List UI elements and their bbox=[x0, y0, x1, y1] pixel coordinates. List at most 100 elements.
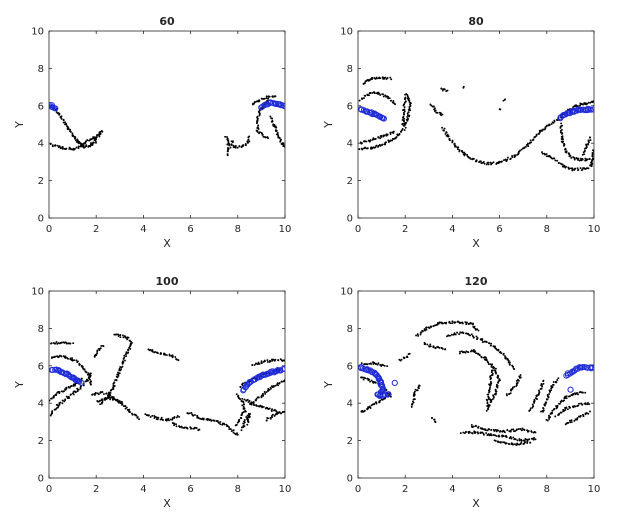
particle-point bbox=[499, 108, 502, 111]
particle-point bbox=[374, 137, 377, 140]
particle-point bbox=[69, 147, 72, 150]
particle-point bbox=[271, 358, 274, 361]
particle-point bbox=[518, 375, 521, 378]
particle-point bbox=[98, 348, 101, 350]
particle-traces bbox=[360, 320, 591, 446]
particle-point bbox=[260, 394, 263, 397]
particle-point bbox=[517, 152, 520, 155]
particle-point bbox=[567, 421, 570, 424]
particle-point bbox=[383, 134, 386, 137]
particle-point bbox=[406, 116, 409, 118]
particle-point bbox=[403, 110, 406, 113]
particle-point bbox=[89, 378, 91, 381]
particle-point bbox=[546, 394, 549, 396]
particle-point bbox=[403, 111, 405, 114]
particle-point bbox=[69, 128, 72, 131]
y-tick-label: 6 bbox=[38, 101, 44, 112]
particle-point bbox=[104, 396, 107, 399]
particle-point bbox=[577, 169, 580, 171]
particle-point bbox=[559, 131, 562, 134]
particle-point bbox=[386, 77, 389, 79]
particle-point bbox=[583, 147, 586, 150]
particle-point bbox=[273, 409, 275, 412]
particle-point bbox=[366, 363, 369, 366]
particle-point bbox=[584, 167, 586, 170]
particle-point bbox=[238, 145, 241, 147]
particle-point bbox=[61, 341, 63, 344]
particle-point bbox=[277, 411, 280, 414]
particle-point bbox=[516, 378, 519, 381]
particle-point bbox=[94, 353, 97, 356]
particle-point bbox=[95, 141, 97, 144]
particle-point bbox=[466, 154, 469, 156]
tracer-point bbox=[588, 365, 594, 372]
particle-point bbox=[535, 133, 538, 136]
particle-point bbox=[109, 398, 112, 401]
particle-point bbox=[549, 155, 552, 158]
particle-point bbox=[123, 356, 126, 359]
tracer-point bbox=[380, 115, 387, 122]
particle-point bbox=[419, 331, 422, 334]
particle-point bbox=[422, 330, 424, 333]
particle-point bbox=[458, 321, 461, 324]
particle-point bbox=[274, 95, 277, 98]
particle-point bbox=[369, 139, 372, 142]
y-tick-label: 4 bbox=[347, 139, 353, 150]
particle-point bbox=[99, 347, 102, 350]
particle-point bbox=[494, 428, 497, 431]
x-tick-label: 6 bbox=[187, 224, 193, 235]
particle-point bbox=[552, 381, 555, 383]
particle-point bbox=[57, 405, 60, 408]
particle-point bbox=[63, 390, 65, 393]
tracer-point bbox=[377, 392, 384, 399]
particle-point bbox=[577, 393, 579, 396]
particle-point bbox=[380, 136, 383, 138]
particle-point bbox=[262, 394, 265, 397]
particle-point bbox=[579, 102, 582, 105]
particle-point bbox=[518, 443, 521, 446]
particle-point bbox=[561, 165, 564, 168]
particle-point bbox=[253, 363, 256, 366]
particle-point bbox=[476, 328, 479, 331]
particle-point bbox=[570, 157, 573, 159]
particle-point bbox=[578, 402, 581, 405]
particle-point bbox=[94, 140, 97, 143]
particle-point bbox=[265, 391, 268, 394]
particle-point bbox=[387, 139, 390, 142]
particle-point bbox=[242, 425, 245, 427]
particle-point bbox=[99, 403, 102, 406]
particle-point bbox=[258, 114, 261, 117]
particle-point bbox=[74, 390, 77, 393]
particle-point bbox=[58, 390, 61, 393]
particle-point bbox=[265, 406, 268, 409]
particle-point bbox=[589, 410, 591, 413]
particle-point bbox=[61, 147, 64, 150]
particle-point bbox=[571, 169, 574, 172]
particle-point bbox=[151, 350, 154, 353]
particle-point bbox=[276, 382, 279, 385]
particle-point bbox=[228, 426, 231, 429]
particle-point bbox=[107, 393, 110, 396]
particle-point bbox=[243, 419, 246, 421]
particle-point bbox=[469, 431, 471, 434]
particle-point bbox=[156, 418, 159, 421]
particle-point bbox=[117, 333, 120, 336]
particle-point bbox=[392, 100, 395, 102]
particle-point bbox=[398, 132, 401, 135]
particle-point bbox=[394, 103, 397, 106]
particle-point bbox=[53, 342, 56, 345]
particle-point bbox=[92, 136, 95, 138]
particle-point bbox=[85, 371, 88, 374]
particle-point bbox=[386, 133, 389, 136]
particle-point bbox=[389, 76, 392, 79]
particle-point bbox=[579, 167, 582, 170]
y-tick-label: 6 bbox=[347, 101, 353, 112]
subplot-120: 0 2 4 6 8 10 0 2 4 6 8 10 120 X Y bbox=[322, 275, 600, 510]
particle-point bbox=[118, 372, 121, 375]
particle-point bbox=[402, 119, 405, 122]
particle-point bbox=[198, 428, 201, 431]
particle-point bbox=[497, 349, 500, 352]
particle-point bbox=[83, 368, 86, 371]
particle-point bbox=[373, 92, 376, 95]
